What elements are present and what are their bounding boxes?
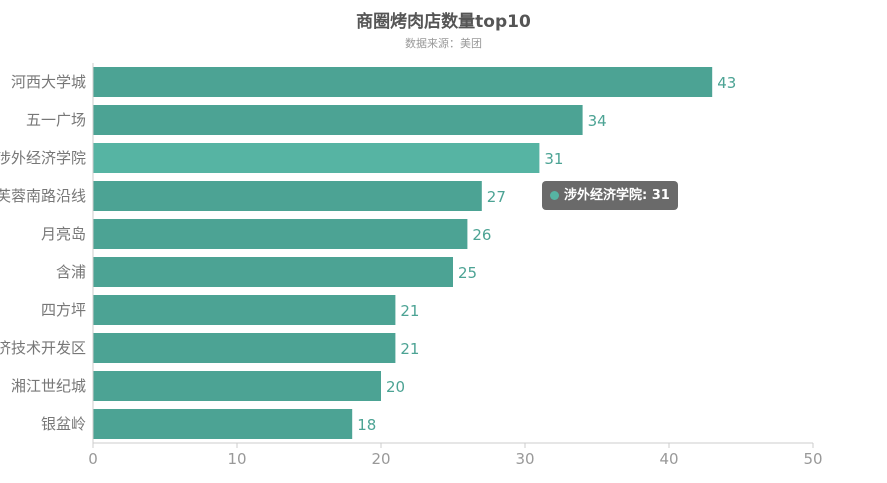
bar — [93, 181, 482, 211]
data-label: 25 — [458, 264, 477, 282]
x-tick-label: 20 — [371, 450, 390, 468]
data-label: 27 — [487, 188, 506, 206]
chart-title: 商圈烤肉店数量top10 — [356, 12, 531, 32]
tooltip-text: 涉外经济学院: 31 — [564, 188, 670, 203]
data-label: 21 — [400, 302, 419, 320]
x-tick-label: 30 — [515, 450, 534, 468]
category-label: 五一广场 — [26, 111, 86, 129]
tooltip: 涉外经济学院: 31 — [542, 181, 678, 210]
chart-subtitle: 数据来源：美团 — [405, 37, 482, 50]
bar — [93, 371, 381, 401]
x-tick-label: 0 — [88, 450, 98, 468]
bar — [93, 143, 540, 173]
data-label: 43 — [717, 74, 736, 92]
category-label: 四方坪 — [41, 301, 86, 319]
data-label: 20 — [386, 378, 405, 396]
bar — [93, 105, 583, 135]
data-label: 34 — [588, 112, 607, 130]
category-label: 银盆岭 — [41, 415, 86, 433]
tooltip-marker-icon — [550, 191, 559, 200]
bar — [93, 219, 468, 249]
category-label: 芙蓉南路沿线 — [0, 187, 86, 205]
category-label: 含浦 — [56, 263, 86, 281]
bar — [93, 333, 396, 363]
x-tick-label: 10 — [227, 450, 246, 468]
category-label: 月亮岛 — [41, 225, 86, 243]
category-label: 河西大学城 — [11, 73, 86, 91]
bar — [93, 295, 396, 325]
bar — [93, 409, 353, 439]
data-label: 26 — [472, 226, 491, 244]
category-label: 经济技术开发区 — [0, 339, 86, 357]
x-tick-label: 50 — [803, 450, 822, 468]
data-label: 21 — [400, 340, 419, 358]
x-tick-label: 40 — [659, 450, 678, 468]
bar — [93, 257, 453, 287]
bar — [93, 67, 713, 97]
data-label: 18 — [357, 416, 376, 434]
data-label: 31 — [544, 150, 563, 168]
category-label: 湘江世纪城 — [11, 377, 86, 395]
category-label: 涉外经济学院 — [0, 149, 86, 167]
